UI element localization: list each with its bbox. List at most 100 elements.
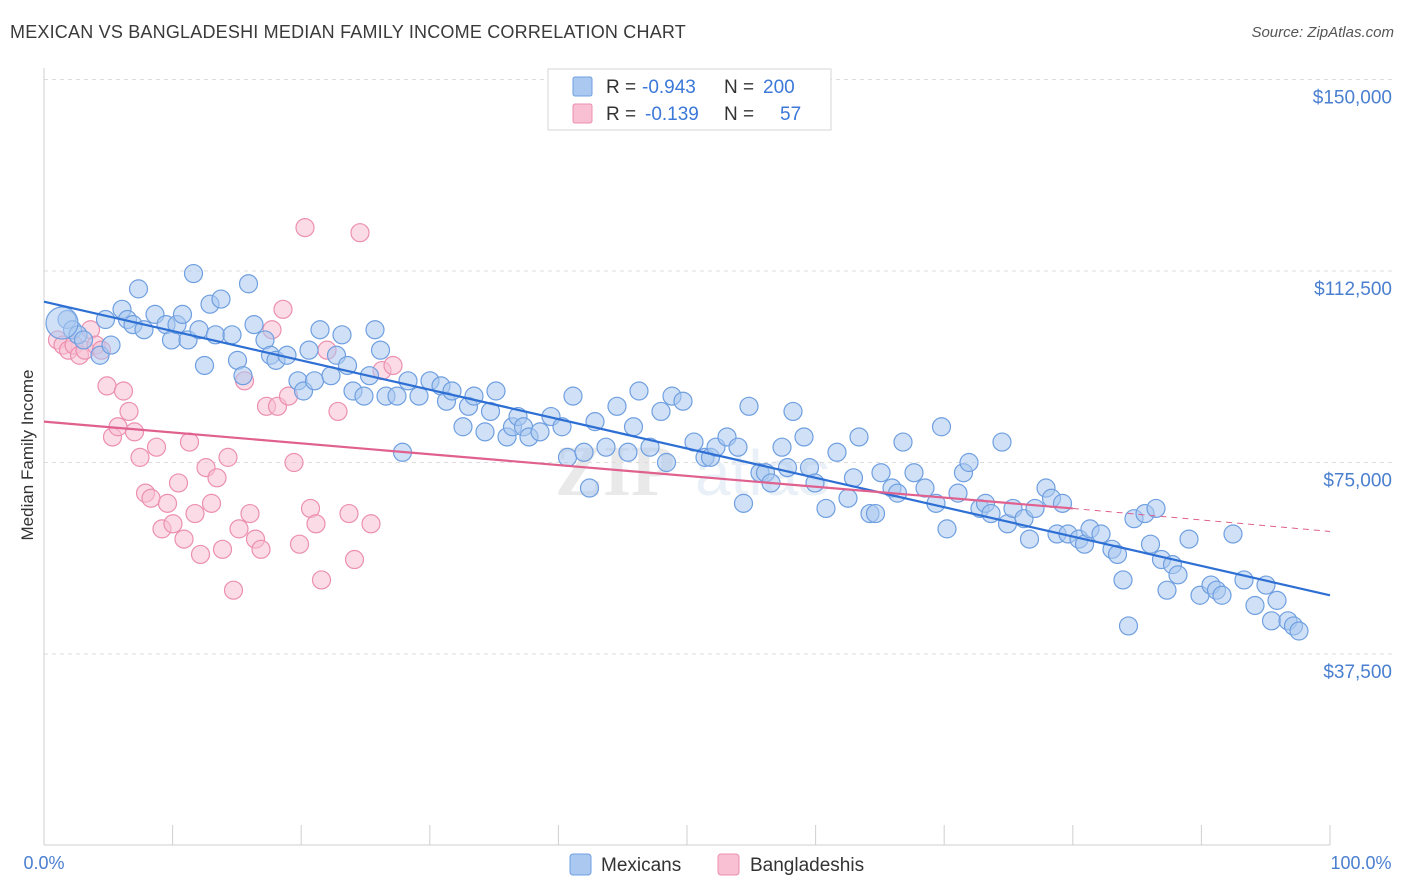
y-axis-title: Median Family Income [18,369,37,540]
bangladeshis-point [190,544,211,565]
mexicans-point [552,417,572,437]
mexicans-point [865,503,886,524]
y-tick-label-0: $37,500 [1323,662,1392,683]
mexicans-point [794,427,814,447]
series-legend: Mexicans Bangladeshis [569,853,864,876]
bangladeshis-trend-line [43,420,1073,510]
mexicans-point [579,478,600,498]
mexicans-point [1107,544,1128,565]
mexicans-point [772,437,792,457]
legend-n-label-1: N = [724,77,754,98]
mexicans-point [904,463,924,483]
mexicans-point [194,355,215,376]
mexicans-point [1118,616,1139,636]
mexicans-point [959,452,979,473]
mexicans-point [370,340,391,360]
mexicans-trend-line [43,300,1331,597]
mexicans-point [607,396,627,416]
bangladeshis-point [207,468,227,488]
bangladeshis-point [295,217,315,238]
x-tick-label-min: 0.0% [23,853,64,873]
mexicans-point [931,417,952,437]
mexicans-point [73,330,94,350]
bangladeshis-trend-extension [1072,507,1331,532]
mexicans-point [486,381,506,401]
mexicans-point [1261,611,1282,631]
legend-swatch-bangladeshis [572,103,593,124]
legend-n-value-2: 57 [780,104,801,125]
bangladeshis-point [361,514,381,534]
mexicans-point [557,447,578,467]
mexicans-point [299,340,319,360]
legend-box [547,68,832,131]
bangladeshis-point [146,437,167,457]
mexicans-point [453,417,473,437]
legend-r-label-1: R = [606,77,636,98]
bangladeshis-points [47,217,403,600]
mexicans-point [992,432,1012,452]
legend-r-label-2: R = [606,104,636,125]
bangladeshis-point [306,514,326,534]
mexicans-point [387,386,407,406]
bottom-legend-swatch-bangladeshis [717,853,740,876]
mexicans-point [365,320,385,340]
bangladeshis-point [185,503,205,524]
mexicans-point [656,452,677,473]
mexicans-point [1267,590,1287,610]
mexicans-point [172,304,193,325]
mexicans-point [211,289,231,309]
mexicans-point [1140,534,1161,554]
mexicans-point [1223,524,1243,544]
bangladeshis-point [163,514,183,534]
legend-n-label-2: N = [724,104,754,125]
mexicans-point [1091,524,1111,544]
bottom-legend-label-bangladeshis: Bangladeshis [750,855,864,876]
mexicans-point [222,325,242,345]
legend-swatch-mexicans [572,76,593,97]
mexicans-point [101,335,121,355]
mexicans-point [827,442,847,462]
bangladeshis-point [251,539,271,559]
source-attribution: Source: ZipAtlas.com [1251,24,1394,41]
bottom-legend-label-mexicans: Mexicans [601,855,681,876]
bangladeshis-point [174,529,194,549]
bangladeshis-point [229,519,249,539]
mexicans-point [651,401,671,422]
mexicans-point [464,386,484,406]
bangladeshis-point [240,503,260,524]
mexicans-point [849,427,869,447]
mexicans-point [183,263,204,284]
bangladeshis-point [113,381,134,401]
mexicans-point [1157,580,1177,600]
x-tick-label-max: 100.0% [1330,853,1391,873]
y-axis-tick-labels: $37,500 $75,000 $112,500 $150,000 [1313,88,1392,684]
bangladeshis-point [311,570,332,590]
mexicans-point [563,386,583,406]
mexicans-point [728,437,748,457]
bangladeshis-point [130,447,150,467]
mexicans-point [1245,595,1265,616]
correlation-legend: R = -0.943 N = 200 R = -0.139 N = 57 [547,68,832,131]
mexicans-point [1212,585,1232,605]
chart-title: MEXICAN VS BANGLADESHI MEDIAN FAMILY INC… [10,22,686,42]
bangladeshis-point [339,503,359,524]
y-tick-label-1: $75,000 [1323,471,1392,492]
mexicans-point [871,463,891,483]
mexicans-point [783,401,803,422]
mexicans-point [310,320,330,340]
mexicans-point [739,396,759,416]
legend-n-value-1: 200 [763,77,795,98]
mexicans-point [480,401,501,422]
bangladeshis-point [179,432,200,452]
bangladeshis-point [223,580,244,600]
mexicans-point [304,371,325,391]
mexicans-point [233,366,253,386]
mexicans-point [623,417,644,437]
mexicans-point [640,437,660,457]
mexicans-point [475,422,495,442]
mexicans-point [733,493,754,513]
bangladeshis-point [383,355,403,376]
bangladeshis-point [273,299,293,319]
mexicans-point [1289,621,1309,641]
